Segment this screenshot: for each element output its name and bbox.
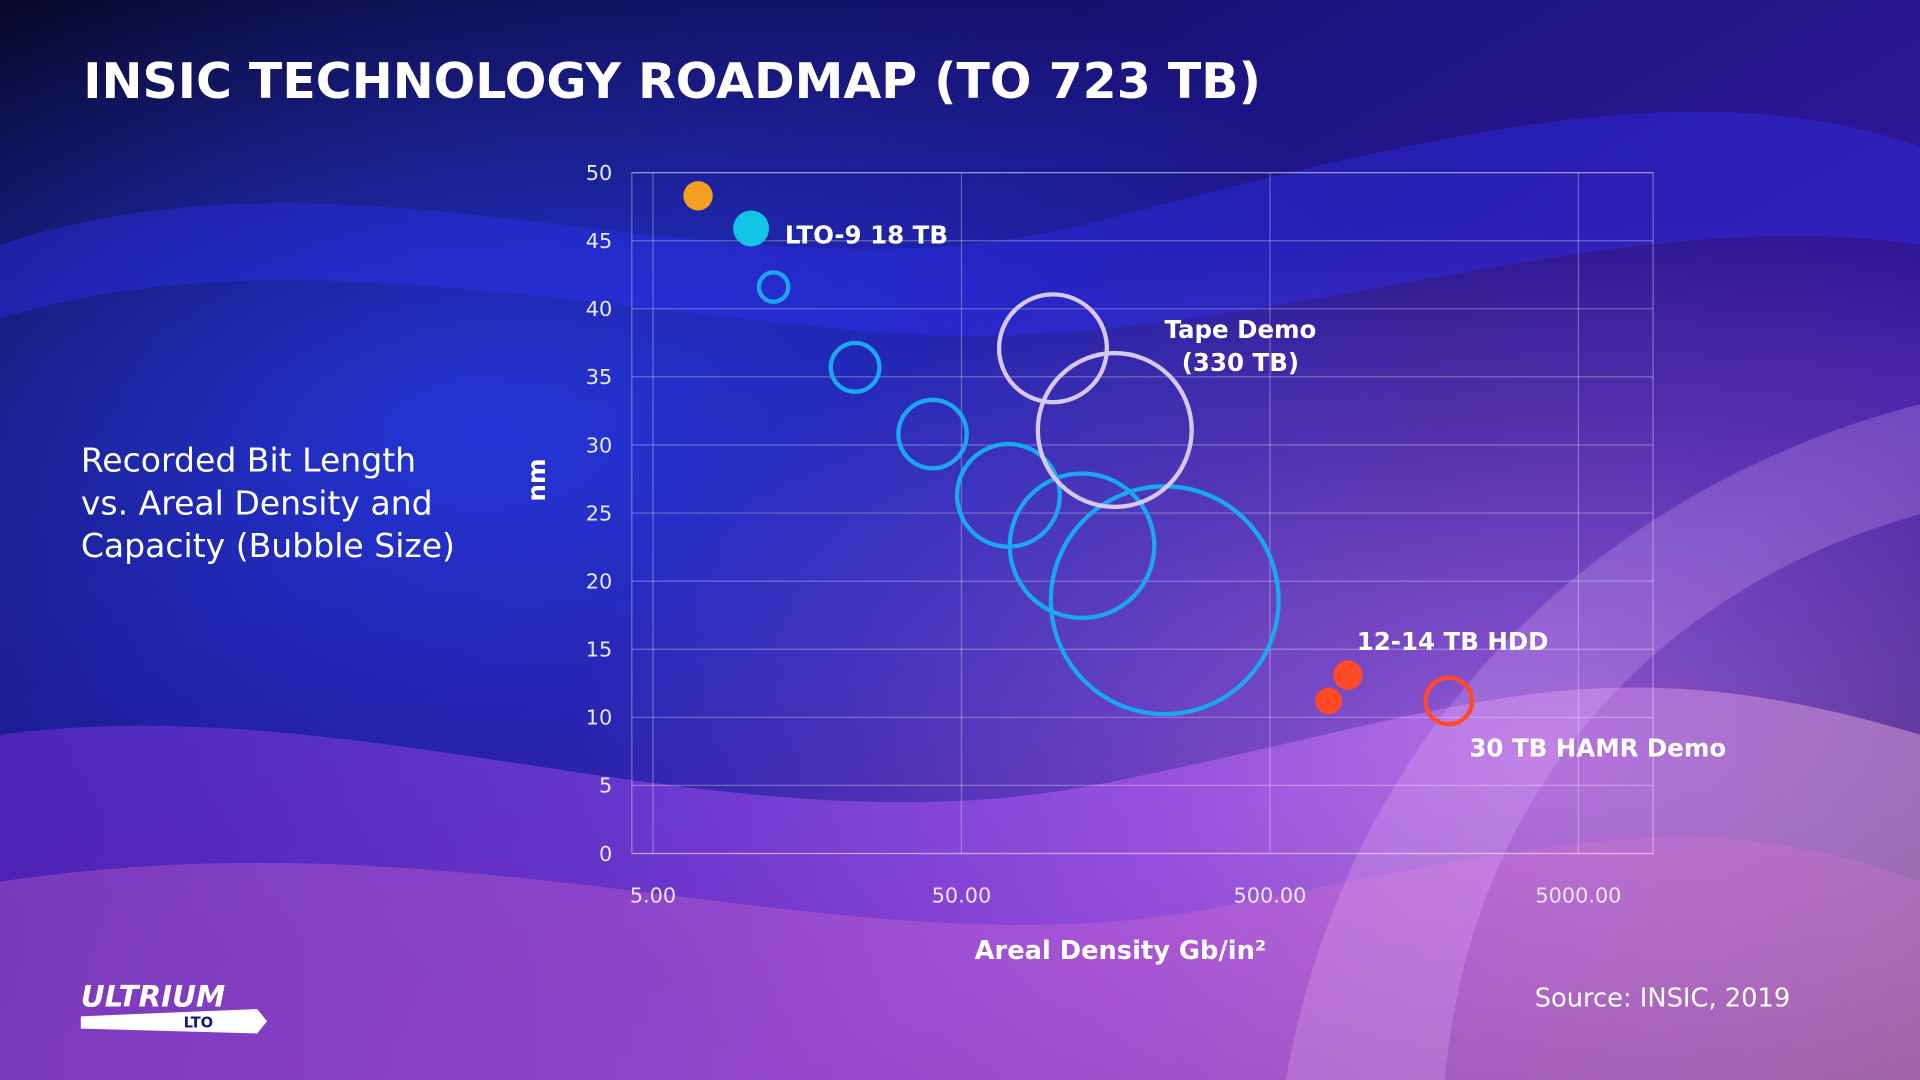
y-tick-label: 5 xyxy=(599,774,612,798)
chart-title: INSIC TECHNOLOGY ROADMAP (TO 723 TB) xyxy=(83,53,1261,110)
x-tick-label: 5.00 xyxy=(630,883,676,907)
y-tick-label: 20 xyxy=(586,569,612,593)
subtitle: Capacity (Bubble Size) xyxy=(81,526,455,565)
bubble xyxy=(1423,675,1475,727)
source: Source: INSIC, 2019 xyxy=(1535,984,1791,1014)
y-tick-label: 40 xyxy=(586,297,612,321)
y-tick-label: 0 xyxy=(599,842,612,866)
bubble xyxy=(756,270,791,304)
subtitle: Recorded Bit Length xyxy=(81,440,416,479)
plot-area: 0 5 10 15 20 25 30 35 40 45 50 5.00 50.00 500.00 5000.… xyxy=(586,161,1654,907)
bubble xyxy=(1315,687,1343,715)
bubble xyxy=(828,340,882,394)
bubble xyxy=(733,210,770,247)
x-tick-label: 50.00 xyxy=(932,883,992,907)
y-tick-label: 25 xyxy=(586,501,612,525)
bubble xyxy=(996,292,1110,405)
y-tick-label: 10 xyxy=(586,706,612,730)
annotation: 30 TB HAMR Demo xyxy=(1469,734,1726,763)
subtitle: vs. Areal Density and xyxy=(81,483,433,522)
y-tick-label: 50 xyxy=(586,161,612,185)
annotation: Tape Demo xyxy=(1164,315,1316,344)
y-axis-label: nm xyxy=(522,459,551,502)
y-tick-label: 45 xyxy=(586,229,612,253)
annotation: (330 TB) xyxy=(1182,348,1299,377)
annotation: 12-14 TB HDD xyxy=(1357,627,1549,656)
x-tick-label: 500.00 xyxy=(1234,883,1307,907)
logo-shape xyxy=(80,1008,267,1034)
bubble xyxy=(683,181,713,211)
logo-sub: LTO xyxy=(184,1014,213,1031)
y-tick-label: 30 xyxy=(586,433,612,457)
y-tick-label: 15 xyxy=(586,638,612,662)
logo-text: ULTRIUM xyxy=(81,980,225,1014)
plot-border xyxy=(631,172,1654,855)
bubble xyxy=(1333,660,1363,690)
x-tick-label: 5000.00 xyxy=(1535,883,1621,907)
bubble xyxy=(1035,350,1194,510)
y-tick-label: 35 xyxy=(586,365,612,389)
logo: ULTRIUM LTO xyxy=(80,980,267,1034)
bubble xyxy=(896,397,969,471)
x-axis-label: Areal Density Gb/in² xyxy=(975,936,1267,966)
annotation: LTO-9 18 TB xyxy=(785,221,948,250)
bubble xyxy=(1007,471,1157,621)
